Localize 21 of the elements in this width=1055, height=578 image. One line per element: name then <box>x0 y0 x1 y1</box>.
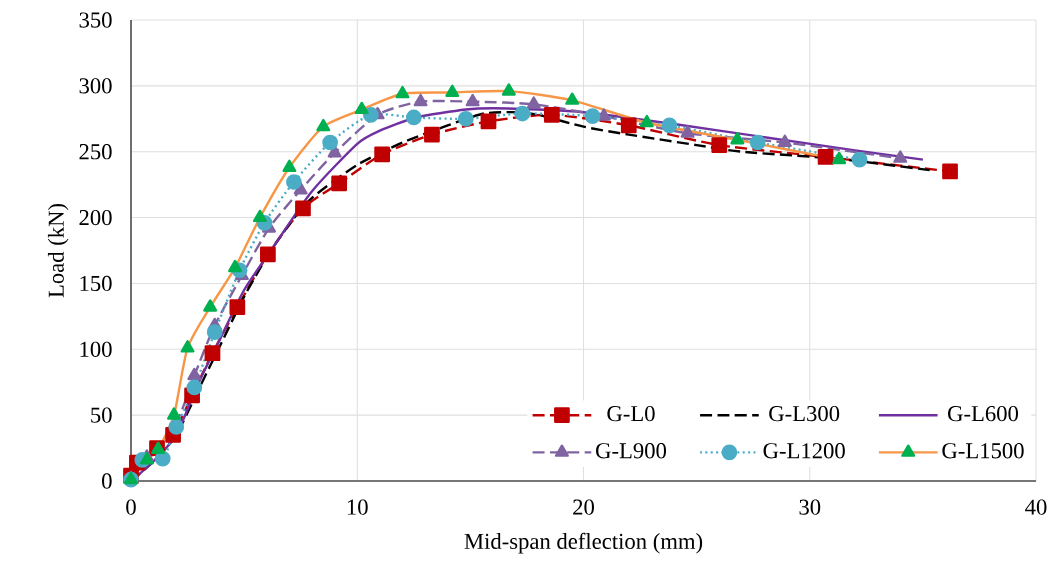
x-tick-label: 30 <box>799 499 821 515</box>
x-tick-label: 10 <box>347 499 368 515</box>
y-tick-label: 50 <box>91 407 112 423</box>
y-tick-label: 0 <box>102 473 112 489</box>
legend-label: G-L900 <box>596 443 667 459</box>
x-tick-label: 40 <box>1025 499 1047 515</box>
legend-label: G-L600 <box>948 405 1019 422</box>
x-tick-label: 0 <box>126 499 136 515</box>
y-tick-label: 200 <box>79 209 112 226</box>
legend-label: G-L1500 <box>942 443 1024 459</box>
x-tick-label: 20 <box>573 499 594 515</box>
x-axis-title: Mid-span deflection (mm) <box>464 532 703 554</box>
y-tick-label: 350 <box>79 12 112 28</box>
y-tick-label: 250 <box>79 144 112 160</box>
legend-label: G-L300 <box>769 405 840 422</box>
y-tick-label: 150 <box>80 275 112 292</box>
legend-label: G-L0 <box>607 405 655 422</box>
y-axis-title: Load (kN) <box>47 204 69 298</box>
y-tick-label: 100 <box>80 341 112 357</box>
y-tick-label: 300 <box>79 78 112 94</box>
legend-label: G-L1200 <box>763 443 845 459</box>
